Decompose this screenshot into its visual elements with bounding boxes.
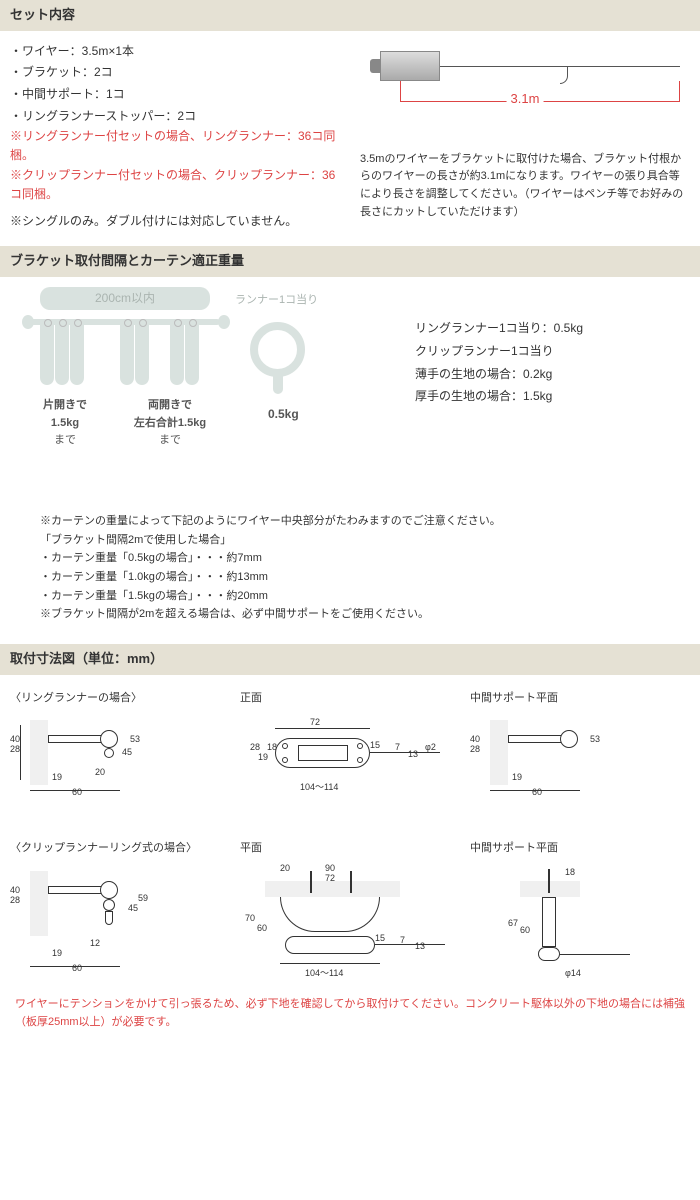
weight-info: リングランナー1コ当り：0.5kg クリップランナー1コ当り 薄手の生地の場合：… bbox=[415, 287, 690, 497]
section1-header: セット内容 bbox=[0, 0, 700, 31]
double-open-label: 両開きで左右合計1.5kgまで bbox=[115, 397, 225, 450]
dim: 12 bbox=[90, 936, 100, 950]
drawing-front: 正面 72 28 19 18 15 7 13 φ2 104～114 bbox=[240, 690, 460, 831]
ring-outline bbox=[100, 730, 118, 748]
dim-drawings: 〈リングランナーの場合〉 40 28 19 60 20 45 53 正面 bbox=[0, 685, 700, 986]
dim: φ14 bbox=[565, 966, 581, 980]
dim: 15 bbox=[375, 931, 385, 945]
set-item: ・リングランナーストッパー：2コ bbox=[10, 106, 340, 128]
dim: 67 bbox=[508, 916, 518, 930]
dim: 28 bbox=[470, 742, 480, 756]
section2-header: ブラケット取付間隔とカーテン適正重量 bbox=[0, 246, 700, 277]
dim: 18 bbox=[267, 740, 277, 754]
note-single: ※シングルのみ。ダブル付けには対応していません。 bbox=[10, 212, 340, 231]
drawing-mid-front: 中間サポート平面 40 28 19 60 53 bbox=[470, 690, 690, 831]
sag-line: ・カーテン重量「1.5kgの場合」・・・約20mm bbox=[40, 587, 660, 606]
dim: φ2 bbox=[425, 740, 436, 754]
dim: 13 bbox=[415, 939, 425, 953]
drawing-mid-plan: 中間サポート平面 18 67 60 φ14 bbox=[470, 840, 690, 981]
dim: 13 bbox=[408, 747, 418, 761]
weight-line: 薄手の生地の場合：0.2kg bbox=[415, 363, 690, 386]
weight-line: クリップランナー1コ当り bbox=[415, 340, 690, 363]
set-contents: ・ワイヤー：3.5m×1本 ・ブラケット：2コ ・中間サポート：1コ ・リングラ… bbox=[10, 41, 340, 231]
final-warning: ワイヤーにテンションをかけて引っ張るため、必ず下地を確認してから取付けてください… bbox=[0, 986, 700, 1041]
sag-line: ※ブラケット間隔が2mを超える場合は、必ず中間サポートをご使用ください。 bbox=[40, 605, 660, 624]
section3-header: 取付寸法図（単位：mm） bbox=[0, 644, 700, 675]
dim: 53 bbox=[130, 732, 140, 746]
dim: 60 bbox=[257, 921, 267, 935]
dim: 104～114 bbox=[305, 966, 343, 980]
rail-cap-right bbox=[218, 315, 230, 329]
runner-per-label: ランナー1コ当り bbox=[235, 292, 318, 310]
dim: 15 bbox=[370, 738, 380, 752]
drawing-title: 〈リングランナーの場合〉 bbox=[10, 690, 230, 708]
dim: 19 bbox=[52, 946, 62, 960]
span-label: 200cm以内 bbox=[40, 287, 210, 310]
bracket-col: 200cm以内 片開きで1.5kgまで 両開きで左右合計1.5kgまで ランナー… bbox=[10, 287, 395, 497]
bracket-diagram: 200cm以内 片開きで1.5kgまで 両開きで左右合計1.5kgまで ランナー… bbox=[10, 287, 395, 497]
bracket-box bbox=[380, 51, 440, 81]
dim: 18 bbox=[565, 865, 575, 879]
set-item: ・ワイヤー：3.5m×1本 bbox=[10, 41, 340, 63]
drawing-title: 平面 bbox=[240, 840, 460, 858]
wire-col: 3.1m 3.5mのワイヤーをブラケットに取付けた場合、ブラケット付根からのワイ… bbox=[360, 41, 690, 231]
drawing-title: 中間サポート平面 bbox=[470, 840, 690, 858]
drawing-clip-side: 〈クリップランナーリング式の場合〉 40 28 19 60 12 45 59 bbox=[10, 840, 230, 981]
note-ring: ※リングランナー付セットの場合、リングランナー：36コ同梱。 bbox=[10, 127, 340, 165]
drawing-title: 〈クリップランナーリング式の場合〉 bbox=[10, 840, 230, 858]
dim: 70 bbox=[245, 911, 255, 925]
dim: 19 bbox=[52, 770, 62, 784]
curtain-group-3 bbox=[170, 325, 200, 391]
dim: 60 bbox=[520, 923, 530, 937]
drawing-title: 正面 bbox=[240, 690, 460, 708]
bracket-arm bbox=[48, 735, 103, 743]
drawing-ring-side: 〈リングランナーの場合〉 40 28 19 60 20 45 53 bbox=[10, 690, 230, 831]
set-item: ・ブラケット：2コ bbox=[10, 62, 340, 84]
dim: 53 bbox=[590, 732, 600, 746]
curtain-group-2 bbox=[120, 325, 150, 391]
dim: 104～114 bbox=[300, 780, 338, 794]
single-open-label: 片開きで1.5kgまで bbox=[30, 397, 100, 450]
dim: 45 bbox=[128, 901, 138, 915]
section2-row: 200cm以内 片開きで1.5kgまで 両開きで左右合計1.5kgまで ランナー… bbox=[0, 287, 700, 497]
dim: 59 bbox=[138, 891, 148, 905]
dim: 7 bbox=[395, 740, 400, 754]
set-item: ・中間サポート：1コ bbox=[10, 84, 340, 106]
dim: 7 bbox=[400, 933, 405, 947]
hook-icon bbox=[560, 66, 568, 84]
ring-icon bbox=[250, 322, 305, 377]
small-ring bbox=[104, 748, 114, 758]
wire-description: 3.5mのワイヤーをブラケットに取付けた場合、ブラケット付根からのワイヤーの長さ… bbox=[360, 151, 690, 221]
wall-hatch bbox=[30, 720, 48, 785]
sag-line: ・カーテン重量「1.0kgの場合」・・・約13mm bbox=[40, 568, 660, 587]
sag-notes: ※カーテンの重量によって下記のようにワイヤー中央部分がたわみますのでご注意くださ… bbox=[0, 512, 700, 624]
wire-diagram: 3.1m bbox=[360, 41, 690, 141]
runner-weight-label: 0.5kg bbox=[268, 405, 299, 424]
dim: 28 bbox=[10, 742, 20, 756]
curtain-group-1 bbox=[40, 325, 85, 391]
section1-row: ・ワイヤー：3.5m×1本 ・ブラケット：2コ ・中間サポート：1コ ・リングラ… bbox=[0, 41, 700, 231]
dim: 20 bbox=[95, 765, 105, 779]
wall-hatch bbox=[490, 720, 508, 785]
sag-line: ・カーテン重量「0.5kgの場合」・・・約7mm bbox=[40, 549, 660, 568]
dim: 60 bbox=[532, 785, 542, 799]
dim: 60 bbox=[72, 961, 82, 975]
dim: 60 bbox=[72, 785, 82, 799]
drawing-plan: 平面 20 90 72 70 60 15 7 13 104～114 bbox=[240, 840, 460, 981]
dim: 72 bbox=[325, 871, 335, 885]
sag-line: 「ブラケット間隔2mで使用した場合」 bbox=[40, 531, 660, 550]
weight-line: リングランナー1コ当り：0.5kg bbox=[415, 317, 690, 340]
dim: 20 bbox=[280, 861, 290, 875]
drawing-title: 中間サポート平面 bbox=[470, 690, 690, 708]
weight-line: 厚手の生地の場合：1.5kg bbox=[415, 385, 690, 408]
dim: 19 bbox=[512, 770, 522, 784]
dim: 28 bbox=[10, 893, 20, 907]
sag-line: ※カーテンの重量によって下記のようにワイヤー中央部分がたわみますのでご注意くださ… bbox=[40, 512, 660, 531]
wire-length-label: 3.1m bbox=[507, 89, 544, 110]
set-list: ・ワイヤー：3.5m×1本 ・ブラケット：2コ ・中間サポート：1コ ・リングラ… bbox=[10, 41, 340, 127]
note-clip: ※クリップランナー付セットの場合、クリップランナー：36コ同梱。 bbox=[10, 166, 340, 204]
dim: 45 bbox=[122, 745, 132, 759]
